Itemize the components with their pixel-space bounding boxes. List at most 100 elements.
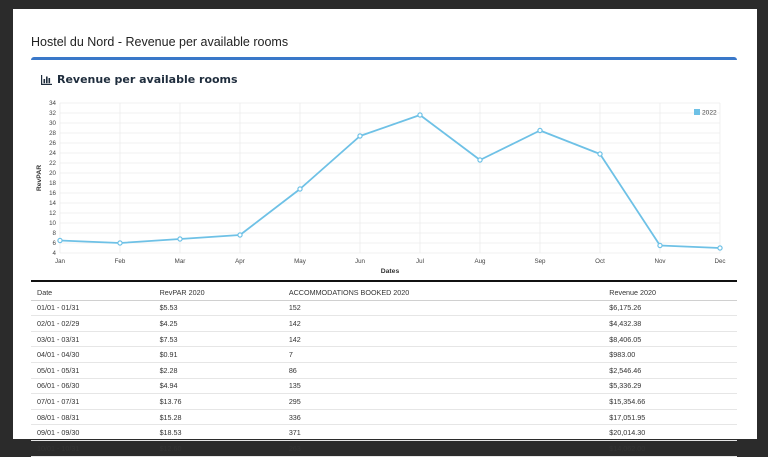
table-cell: 08/01 - 08/31	[31, 409, 154, 426]
data-point	[117, 240, 123, 246]
data-point	[237, 232, 243, 238]
card-title: Revenue per available rooms	[57, 73, 238, 86]
table-cell: $17,051.95	[603, 409, 737, 426]
table-cell: 03/01 - 03/31	[31, 331, 154, 348]
x-tick-label: Apr	[235, 258, 245, 265]
x-tick-label: Jul	[416, 258, 424, 265]
report-page: Hostel du Nord - Revenue per available r…	[13, 9, 757, 457]
x-tick-label: Jan	[55, 258, 66, 265]
data-point	[177, 236, 183, 242]
table-cell: $0.91	[153, 346, 283, 363]
table-cell: 142	[282, 331, 604, 348]
table-row: 07/01 - 07/31 $13.76 295 $15,354.66	[31, 393, 737, 410]
y-tick-label: 6	[53, 240, 57, 247]
legend-swatch	[694, 109, 700, 115]
y-tick-label: 22	[49, 160, 56, 167]
y-tick-label: 32	[49, 110, 56, 117]
table-cell: 02/01 - 02/29	[31, 315, 154, 332]
data-point	[597, 151, 603, 157]
y-tick-label: 8	[53, 230, 57, 237]
table-cell: $12.60	[153, 440, 283, 457]
y-tick-label: 12	[49, 210, 56, 217]
table-cell: $2,546.46	[603, 362, 737, 379]
data-point	[57, 237, 63, 244]
data-point	[717, 245, 723, 251]
y-tick-label: 14	[49, 200, 56, 207]
x-tick-label: Mar	[175, 258, 186, 265]
table-cell: $4,432.38	[603, 315, 737, 332]
y-tick-label: 30	[49, 120, 56, 127]
table-cell: $13.76	[153, 393, 283, 410]
table-cell: 263	[282, 440, 604, 457]
y-tick-label: 34	[49, 100, 56, 107]
data-point	[357, 133, 363, 139]
table-divider	[31, 280, 737, 282]
table-cell: 10/01 - 10/31	[31, 440, 154, 457]
data-point	[477, 157, 483, 163]
table-cell: $4.94	[153, 378, 283, 395]
table-cell: $18.53	[153, 424, 283, 441]
table-cell: 07/01 - 07/31	[31, 393, 154, 410]
data-point	[297, 186, 303, 192]
column-header: Revenue 2020	[603, 285, 737, 301]
bar-chart-icon	[41, 74, 52, 85]
table-row: 06/01 - 06/30 $4.94 135 $5,336.29	[31, 378, 737, 395]
table-cell: 04/01 - 04/30	[31, 346, 154, 363]
table-cell: 371	[282, 424, 604, 441]
x-tick-label: Nov	[654, 258, 666, 265]
table-row: 04/01 - 04/30 $0.91 7 $983.00	[31, 346, 737, 363]
revpar-chart-card: Revenue per available rooms 4 6 8 10 12 14 16 1…	[31, 57, 737, 282]
table-cell: $2.28	[153, 362, 283, 379]
series-line	[59, 114, 721, 249]
data-point	[417, 112, 423, 118]
table-cell: 142	[282, 315, 604, 332]
x-axis-title: Dates	[381, 268, 400, 275]
table-cell: $5.53	[153, 300, 283, 317]
table-cell: 01/01 - 01/31	[31, 300, 154, 317]
table-cell: 295	[282, 393, 604, 410]
y-tick-label: 18	[49, 180, 56, 187]
table-header-row: Date RevPAR 2020 ACCOMMODATIONS BOOKED 202…	[31, 285, 737, 301]
y-tick-label: 26	[49, 140, 56, 147]
page-title: Hostel du Nord - Revenue per available r…	[31, 35, 289, 49]
table-cell: $4.25	[153, 315, 283, 332]
x-tick-label: Sep	[534, 258, 546, 265]
x-tick-label: May	[294, 258, 307, 265]
table-row: 10/01 - 10/31 $12.60 263 $14,062.00	[31, 440, 737, 457]
data-point	[537, 127, 543, 134]
y-axis-title: RevPAR	[36, 165, 43, 191]
table-cell: 7	[282, 346, 604, 363]
table-row: 01/01 - 01/31 $5.53 152 $6,175.26	[31, 300, 737, 317]
table-row: 09/01 - 09/30 $18.53 371 $20,014.30	[31, 424, 737, 441]
table-cell: 135	[282, 378, 604, 395]
table-cell: 06/01 - 06/30	[31, 378, 154, 395]
table-row: 05/01 - 05/31 $2.28 86 $2,546.46	[31, 362, 737, 379]
y-tick-label: 24	[49, 150, 56, 157]
y-tick-label: 16	[49, 190, 56, 197]
table-cell: $983.00	[603, 346, 737, 363]
table-row: 08/01 - 08/31 $15.28 336 $17,051.95	[31, 409, 737, 426]
table-row: 03/01 - 03/31 $7.53 142 $8,406.05	[31, 331, 737, 348]
data-point	[657, 242, 663, 249]
table-cell: 05/01 - 05/31	[31, 362, 154, 379]
table-cell: $15.28	[153, 409, 283, 426]
revenue-table: Date RevPAR 2020 ACCOMMODATIONS BOOKED 202…	[31, 285, 737, 457]
card-header: Revenue per available rooms	[41, 73, 238, 86]
table-cell: $6,175.26	[603, 300, 737, 317]
table-cell: 152	[282, 300, 604, 317]
x-tick-label: Feb	[115, 258, 126, 265]
table-cell: $8,406.05	[603, 331, 737, 348]
table-cell: $7.53	[153, 331, 283, 348]
y-tick-label: 10	[49, 220, 56, 227]
y-tick-label: 28	[49, 130, 56, 137]
y-tick-label: 20	[49, 170, 56, 177]
table-cell: 09/01 - 09/30	[31, 424, 154, 441]
table-cell: 336	[282, 409, 604, 426]
column-header: Date	[31, 285, 154, 301]
table-cell: $15,354.66	[603, 393, 737, 410]
column-header: RevPAR 2020	[153, 285, 283, 301]
table-cell: $14,062.00	[603, 440, 737, 457]
column-header: ACCOMMODATIONS BOOKED 2020	[282, 285, 604, 301]
x-tick-label: Jun	[355, 258, 366, 265]
